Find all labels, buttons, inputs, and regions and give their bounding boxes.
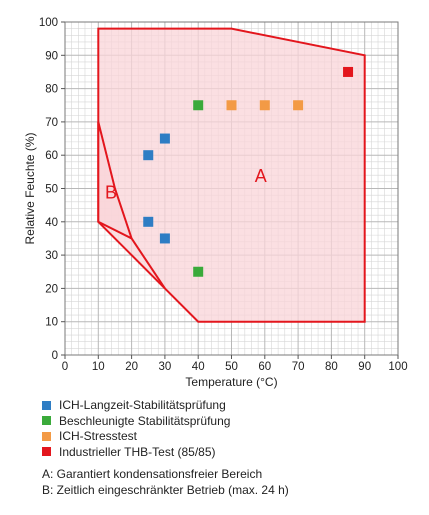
note-a: A: Garantiert kondensationsfreier Bereic…: [42, 467, 263, 481]
chart: A B 0 10 20 30 40 50 60 70 80 90 100 0 10 20 30 40 50 60 70 8…: [23, 17, 408, 389]
legend-swatch: [42, 416, 51, 425]
legend-swatch: [42, 400, 51, 410]
y-tick-label: 20: [45, 283, 58, 295]
legend-item-stresstest: ICH-Stresstest: [42, 429, 230, 443]
x-tick-label: 20: [125, 361, 138, 373]
data-point-series-1: [193, 266, 204, 277]
x-tick-label: 60: [258, 361, 271, 373]
x-tick-label: 90: [358, 361, 371, 373]
y-tick-label: 40: [45, 217, 58, 229]
y-tick-label: 10: [45, 317, 58, 329]
region-b: [97, 121, 166, 289]
y-tick-label: 50: [45, 184, 58, 196]
x-tick-label: 40: [192, 361, 205, 373]
y-tick-label: 100: [39, 17, 58, 29]
x-tick-label: 0: [62, 361, 68, 373]
region-label-a: A: [255, 166, 267, 186]
x-tick-label: 50: [225, 361, 238, 373]
y-tick-label: 90: [45, 50, 58, 62]
x-axis-label: Temperature (°C): [185, 375, 277, 389]
y-tick-label: 30: [45, 250, 58, 262]
x-tick-label: 100: [388, 361, 407, 373]
legend-swatch: [42, 431, 51, 441]
y-tick-label: 60: [45, 150, 58, 162]
y-tick-label: 0: [52, 350, 58, 362]
x-tick-label: 30: [159, 361, 172, 373]
legend-item-thb: Industrieller THB-Test (85/85): [42, 445, 230, 459]
data-point-series-0: [159, 233, 170, 244]
data-point-series-0: [143, 150, 154, 161]
note-b: B: Zeitlich eingeschränkter Betrieb (max…: [42, 483, 289, 497]
region-label-b: B: [105, 182, 117, 202]
x-tick-label: 80: [325, 361, 338, 373]
data-point-series-1: [193, 100, 204, 111]
legend-item-beschleunigt: Beschleunigte Stabilitätsprüfung: [42, 414, 230, 428]
y-tick-label: 80: [45, 84, 58, 96]
data-point-series-3: [343, 66, 354, 77]
legend-swatch: [42, 447, 51, 456]
legend: ICH-Langzeit-Stabilitätsprüfung Beschleu…: [42, 398, 230, 460]
y-axis-label: Relative Feuchte (%): [23, 132, 37, 244]
region-notes: A: Garantiert kondensationsfreier Bereic…: [42, 467, 289, 499]
x-tick-label: 70: [292, 361, 305, 373]
x-tick-label: 10: [92, 361, 105, 373]
data-point-series-2: [293, 100, 304, 111]
legend-label: ICH-Stresstest: [59, 429, 138, 443]
legend-label: Industrieller THB-Test (85/85): [59, 444, 216, 459]
data-point-series-2: [259, 100, 270, 111]
legend-item-ich-langzeit: ICH-Langzeit-Stabilitätsprüfung: [42, 398, 230, 412]
data-point-series-0: [159, 133, 170, 144]
y-tick-label: 70: [45, 117, 58, 129]
data-point-series-2: [226, 100, 237, 111]
data-point-series-0: [143, 216, 154, 227]
legend-label: ICH-Langzeit-Stabilitätsprüfung: [59, 398, 226, 412]
legend-label: Beschleunigte Stabilitätsprüfung: [59, 413, 231, 428]
